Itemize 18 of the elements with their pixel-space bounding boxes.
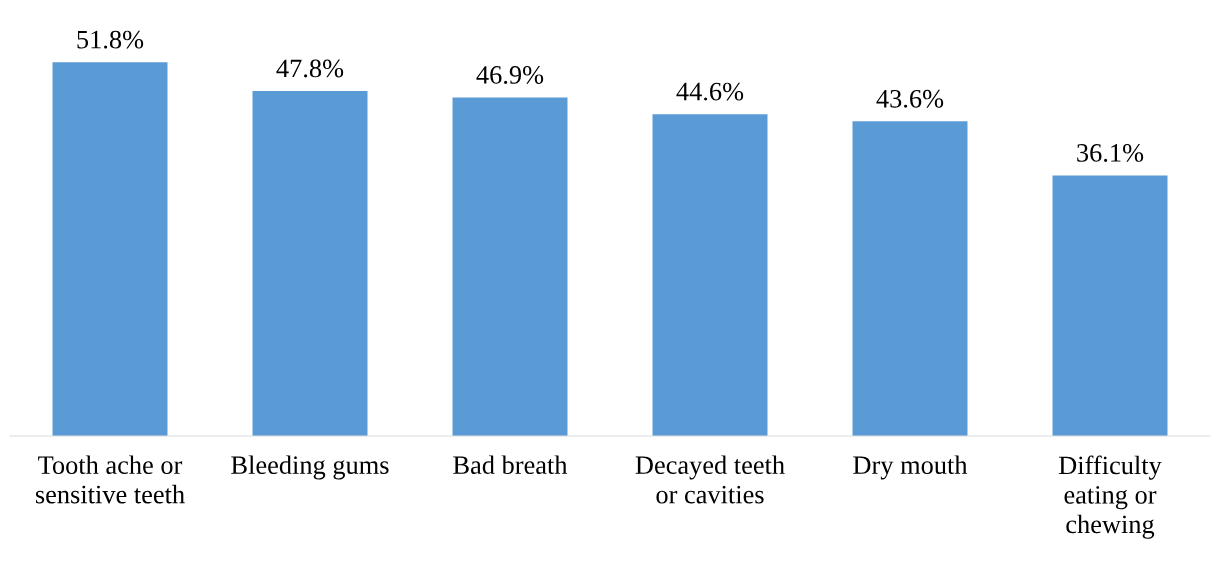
data-label: 43.6%	[876, 89, 944, 108]
x-tick-label: Decayed teeth or cavities	[635, 455, 785, 504]
bar	[652, 114, 768, 436]
x-tick-label: Tooth ache or sensitive teeth	[35, 455, 185, 504]
bar	[452, 97, 568, 436]
x-tick-label: Difficulty eating or chewing	[1058, 455, 1162, 539]
x-tick-label: Dry mouth	[853, 455, 968, 480]
data-label: 36.1%	[1077, 143, 1144, 162]
bar	[252, 91, 368, 436]
x-tick-label: Bleeding gums	[231, 455, 389, 480]
data-label: 47.8%	[276, 59, 344, 78]
bar	[52, 62, 168, 436]
bar	[1052, 175, 1168, 436]
bar	[852, 121, 968, 436]
data-label: 46.9%	[476, 66, 544, 84]
data-label: 44.6%	[676, 82, 744, 101]
x-tick-label: Bad breath	[453, 455, 568, 475]
data-label: 51.8%	[77, 30, 144, 49]
